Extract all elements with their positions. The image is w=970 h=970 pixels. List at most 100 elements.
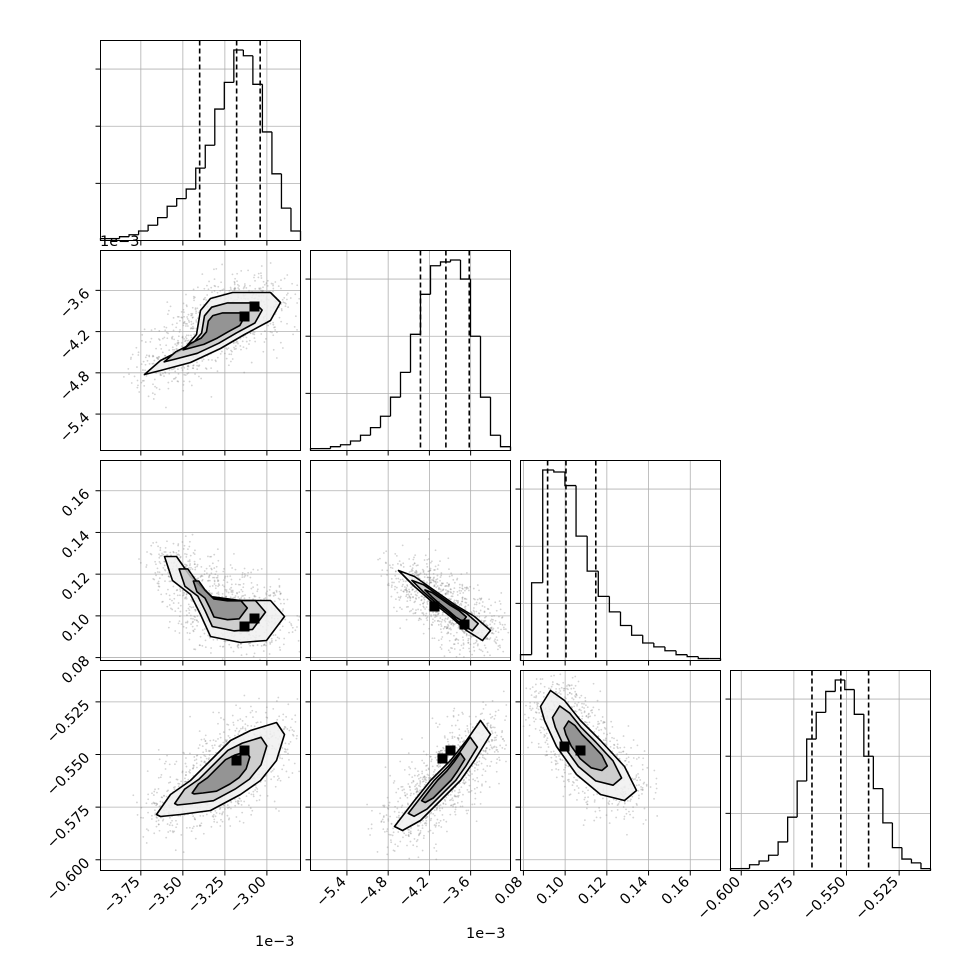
- sample-point: [401, 578, 404, 581]
- sample-point: [431, 579, 434, 581]
- sample-point: [433, 637, 436, 640]
- sample-point: [233, 289, 236, 291]
- sample-point: [493, 736, 496, 739]
- sample-point: [210, 395, 213, 398]
- sample-point: [222, 288, 225, 291]
- sample-point: [499, 744, 502, 747]
- sample-point: [230, 583, 233, 586]
- sample-point: [226, 739, 228, 742]
- sample-point: [243, 283, 246, 285]
- sample-point: [446, 830, 448, 833]
- sample-point: [465, 572, 468, 574]
- sample-point: [243, 573, 246, 575]
- sample-point: [239, 583, 242, 586]
- sample-point: [428, 558, 430, 560]
- sample-point: [428, 579, 431, 581]
- sample-point: [427, 576, 430, 579]
- sample-point: [408, 785, 411, 788]
- sample-point: [180, 310, 183, 313]
- sample-point: [153, 790, 156, 793]
- sample-point: [409, 830, 412, 833]
- sample-point: [447, 623, 449, 626]
- scatter-panel-2-1: [305, 460, 511, 666]
- sample-point: [474, 797, 477, 800]
- sample-point: [250, 725, 253, 727]
- sample-point: [433, 576, 435, 579]
- sample-point: [198, 375, 200, 378]
- sample-point: [444, 803, 447, 806]
- sample-point: [505, 760, 507, 763]
- sample-point: [481, 605, 484, 607]
- sample-point: [187, 603, 190, 606]
- sample-point: [162, 566, 165, 569]
- sample-point: [184, 553, 186, 555]
- sample-point: [441, 582, 444, 585]
- sample-point: [419, 829, 422, 832]
- sample-point: [159, 800, 162, 803]
- sample-point: [493, 750, 496, 753]
- sample-point: [244, 727, 247, 730]
- hist-bar-9: [185, 188, 196, 199]
- sample-point: [180, 341, 183, 344]
- sample-point: [216, 548, 219, 551]
- sample-point: [264, 338, 267, 340]
- sample-point: [426, 558, 429, 561]
- sample-point: [209, 592, 212, 595]
- sample-point: [184, 762, 187, 765]
- sample-point: [152, 542, 155, 544]
- hist-bar-5: [147, 224, 158, 231]
- sample-point: [164, 768, 167, 770]
- sample-point: [427, 538, 430, 540]
- sample-point: [540, 746, 542, 749]
- sample-point: [241, 340, 244, 343]
- sample-point: [228, 817, 231, 820]
- hist-bar-9: [619, 611, 632, 627]
- sample-point: [213, 744, 216, 747]
- sample-point: [471, 773, 473, 775]
- hist-bar-2: [329, 446, 341, 449]
- sample-point: [472, 587, 475, 590]
- sample-point: [212, 747, 214, 749]
- sample-point: [419, 572, 422, 575]
- hist-bar-16: [697, 656, 710, 660]
- sample-point: [446, 715, 449, 718]
- sample-point: [395, 791, 398, 794]
- sample-point: [420, 595, 423, 598]
- sample-point: [128, 373, 130, 375]
- sample-point: [422, 819, 424, 822]
- sample-point: [455, 655, 458, 658]
- sample-point: [390, 586, 393, 588]
- sample-point: [497, 750, 499, 753]
- sample-point: [240, 646, 243, 649]
- sample-point: [456, 801, 459, 804]
- sample-point: [432, 611, 434, 614]
- sample-point: [448, 621, 451, 624]
- sample-point: [266, 279, 269, 282]
- sample-point: [196, 825, 198, 827]
- sample-point: [480, 597, 483, 600]
- sample-point: [154, 571, 157, 574]
- sample-point: [417, 770, 419, 773]
- sample-point: [465, 776, 468, 779]
- sample-point: [177, 315, 180, 318]
- sample-point: [432, 572, 435, 575]
- sample-point: [396, 562, 399, 565]
- sample-point: [409, 565, 412, 568]
- sample-point: [197, 747, 200, 750]
- sample-point: [408, 831, 410, 834]
- sample-point: [156, 803, 159, 806]
- sample-point: [429, 819, 432, 822]
- sample-point: [412, 596, 414, 599]
- sample-point: [148, 354, 151, 357]
- sample-point: [403, 788, 405, 791]
- sample-point: [493, 614, 496, 617]
- sample-point: [294, 293, 297, 296]
- sample-point: [421, 759, 424, 762]
- sample-point: [264, 330, 266, 332]
- sample-point: [221, 350, 223, 353]
- sample-point: [410, 781, 413, 784]
- sample-point: [453, 790, 456, 792]
- sample-point: [437, 564, 440, 567]
- sample-point: [432, 774, 435, 776]
